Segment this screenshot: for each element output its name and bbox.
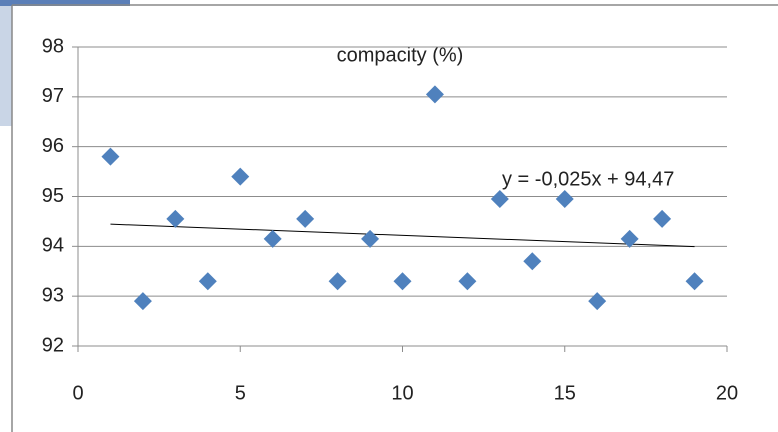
y-tick-label: 96 bbox=[42, 135, 64, 157]
chart-title: compacity (%) bbox=[337, 44, 464, 66]
background-image-fragment bbox=[0, 6, 12, 126]
point bbox=[393, 272, 412, 291]
point bbox=[490, 189, 509, 208]
y-tick-label: 92 bbox=[42, 334, 64, 356]
x-tick-label: 5 bbox=[235, 382, 246, 404]
point bbox=[425, 85, 444, 104]
y-tick-label: 93 bbox=[42, 284, 64, 306]
background-image-fragment bbox=[0, 0, 130, 6]
point bbox=[198, 272, 217, 291]
point bbox=[361, 229, 380, 248]
y-tick-label: 95 bbox=[42, 185, 64, 207]
x-tick-label: 0 bbox=[72, 382, 83, 404]
point bbox=[555, 189, 574, 208]
point bbox=[588, 292, 607, 311]
x-tick-label: 20 bbox=[716, 382, 738, 404]
x-tick-label: 15 bbox=[554, 382, 576, 404]
y-tick-label: 94 bbox=[42, 235, 64, 257]
y-tick-label: 98 bbox=[42, 35, 64, 57]
point bbox=[523, 252, 542, 271]
point bbox=[653, 209, 672, 228]
trendline bbox=[110, 223, 695, 248]
trendline-equation: y = -0,025x + 94,47 bbox=[502, 168, 674, 190]
point bbox=[685, 272, 704, 291]
point bbox=[231, 167, 250, 186]
y-tick-label: 97 bbox=[42, 85, 64, 107]
point bbox=[296, 209, 315, 228]
point bbox=[263, 229, 282, 248]
point bbox=[620, 229, 639, 248]
point bbox=[458, 272, 477, 291]
point bbox=[328, 272, 347, 291]
point bbox=[166, 209, 185, 228]
point bbox=[101, 147, 120, 166]
point bbox=[133, 292, 152, 311]
x-tick-label: 10 bbox=[391, 382, 413, 404]
